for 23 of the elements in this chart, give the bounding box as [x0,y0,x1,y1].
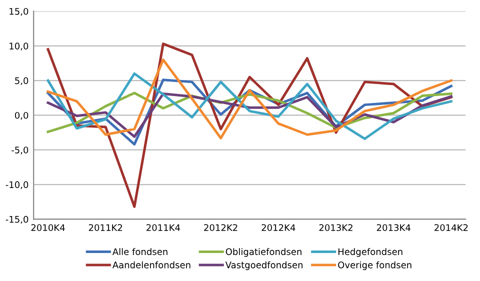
x-tick-label: 2014K2 [434,224,468,232]
legend-label: Overige fondsen [338,261,412,270]
y-tick-label: 15,0 [10,8,28,16]
x-tick-label: 2010K4 [31,224,65,232]
y-tick-label: -10,0 [6,181,28,190]
x-tick-label: 2012K2 [204,224,238,232]
legend-label: Vastgoedfondsen [225,261,302,270]
y-tick-label: 0,0 [14,112,28,120]
y-tick-label: -15,0 [6,216,28,224]
x-tick-label: 2011K2 [88,224,122,232]
legend-label: Aandelenfondsen [112,261,190,268]
legend-label: Hedgefondsen [338,248,402,257]
x-tick-label: 2012K4 [262,224,296,232]
y-tick-label: 10,0 [10,42,28,50]
x-tick-label: 2013K4 [376,224,410,232]
line-series [46,72,452,140]
line-series [46,58,452,140]
y-tick-label: 5,0 [15,77,28,86]
x-tick-label: 2011K4 [146,224,180,232]
x-tick-label: 2013K2 [319,224,352,232]
y-tick-label: -5,0 [12,146,28,154]
legend-label: Obligatiefondsen [226,248,302,257]
legend-label: Alle fondsen [112,248,168,256]
